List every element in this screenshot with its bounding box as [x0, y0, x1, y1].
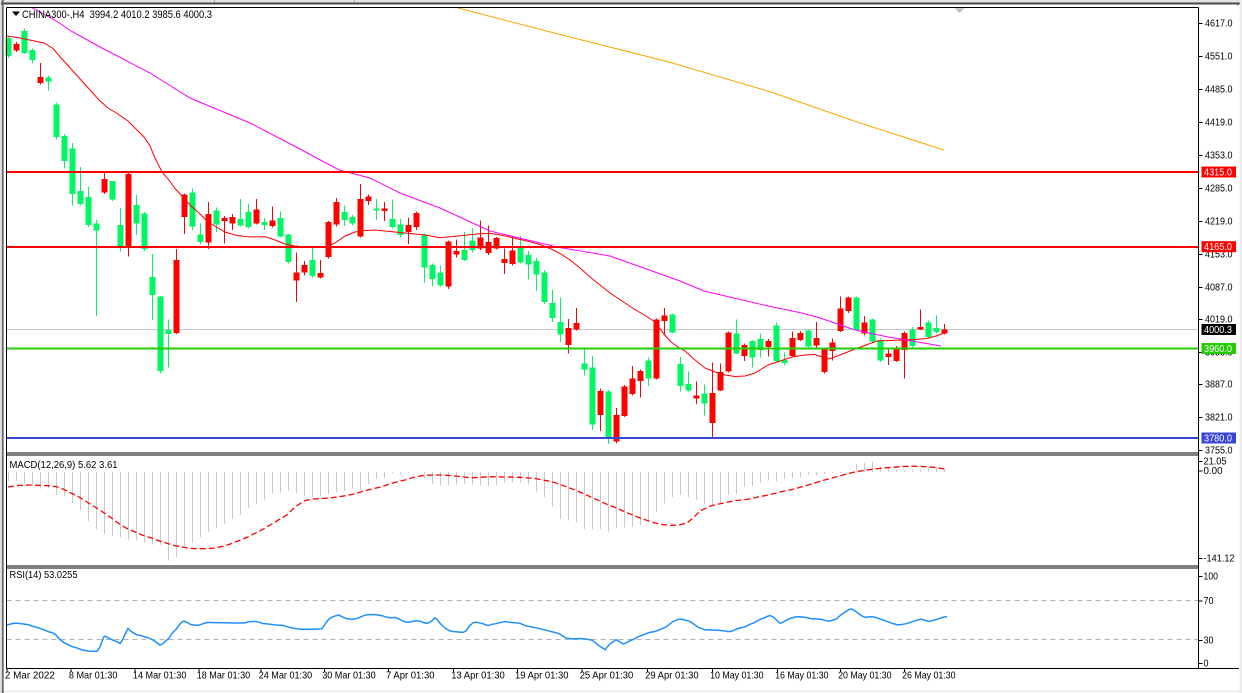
- svg-text:4000.3: 4000.3: [1204, 325, 1232, 336]
- svg-text:3821.0: 3821.0: [1205, 413, 1233, 424]
- svg-text:2 Mar 2022: 2 Mar 2022: [5, 671, 55, 682]
- svg-text:70: 70: [1204, 596, 1214, 607]
- svg-text:13 Apr 01:30: 13 Apr 01:30: [451, 671, 505, 682]
- svg-text:RSI(14) 53.0255: RSI(14) 53.0255: [10, 570, 78, 581]
- svg-text:8 Mar 01:30: 8 Mar 01:30: [69, 671, 118, 682]
- svg-text:4551.0: 4551.0: [1205, 52, 1233, 63]
- svg-text:24 Mar 01:30: 24 Mar 01:30: [259, 671, 313, 682]
- svg-text:4353.0: 4353.0: [1205, 151, 1233, 162]
- svg-text:3887.0: 3887.0: [1205, 380, 1233, 391]
- svg-text:-141.12: -141.12: [1204, 554, 1235, 565]
- svg-text:16 May 01:30: 16 May 01:30: [775, 671, 829, 682]
- svg-text:CHINA300-,H4 3994.2 4010.2 39: CHINA300-,H4 3994.2 4010.2 3985.6 4000.3: [22, 9, 212, 21]
- svg-text:100: 100: [1204, 572, 1219, 583]
- svg-text:25 Apr 01:30: 25 Apr 01:30: [580, 671, 634, 682]
- svg-text:10 May 01:30: 10 May 01:30: [710, 671, 764, 682]
- svg-text:4617.0: 4617.0: [1205, 19, 1233, 30]
- svg-text:30 Mar 01:30: 30 Mar 01:30: [322, 671, 376, 682]
- svg-text:18 Mar 01:30: 18 Mar 01:30: [197, 671, 251, 682]
- svg-text:4485.0: 4485.0: [1205, 85, 1233, 96]
- svg-text:3755.0: 3755.0: [1205, 446, 1233, 457]
- svg-text:4285.0: 4285.0: [1205, 184, 1233, 195]
- svg-text:30: 30: [1204, 635, 1214, 646]
- svg-text:MACD(12,26,9) 5.62 3.61: MACD(12,26,9) 5.62 3.61: [10, 460, 118, 471]
- svg-text:3780.0: 3780.0: [1204, 434, 1232, 445]
- svg-text:3960.0: 3960.0: [1204, 344, 1232, 355]
- svg-text:14 Mar 01:30: 14 Mar 01:30: [133, 671, 187, 682]
- svg-text:4087.0: 4087.0: [1205, 283, 1233, 294]
- svg-text:0: 0: [1204, 658, 1209, 669]
- svg-text:4219.0: 4219.0: [1205, 217, 1233, 228]
- svg-text:4165.0: 4165.0: [1204, 242, 1232, 253]
- svg-text:19 Apr 01:30: 19 Apr 01:30: [515, 671, 569, 682]
- svg-text:21.05: 21.05: [1204, 457, 1227, 468]
- svg-text:4019.0: 4019.0: [1205, 315, 1233, 326]
- svg-text:0.00: 0.00: [1204, 466, 1223, 477]
- svg-text:4153.0: 4153.0: [1205, 250, 1233, 261]
- svg-text:7 Apr 01:30: 7 Apr 01:30: [386, 671, 435, 682]
- svg-text:20 May 01:30: 20 May 01:30: [838, 671, 892, 682]
- svg-text:4419.0: 4419.0: [1205, 118, 1233, 129]
- svg-text:29 Apr 01:30: 29 Apr 01:30: [645, 671, 699, 682]
- svg-text:4315.0: 4315.0: [1204, 168, 1232, 179]
- svg-text:26 May 01:30: 26 May 01:30: [902, 671, 956, 682]
